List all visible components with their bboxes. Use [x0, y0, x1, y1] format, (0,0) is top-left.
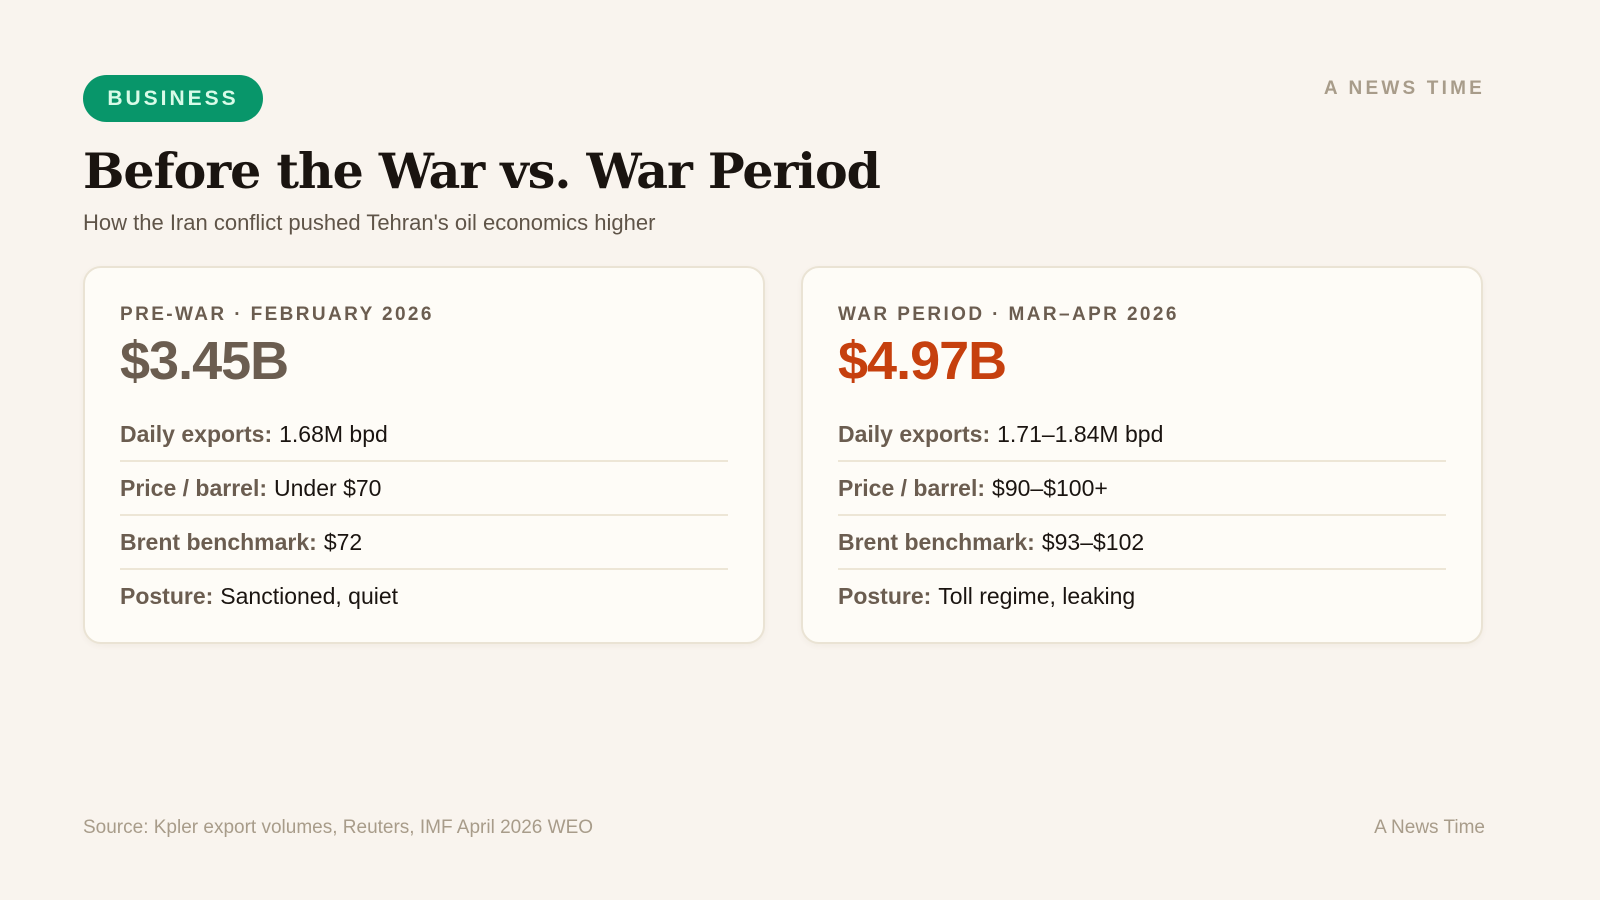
stat-value: Toll regime, leaking — [938, 582, 1136, 609]
stat-key: Brent benchmark: — [838, 528, 1035, 555]
source-note: Source: Kpler export volumes, Reuters, I… — [83, 817, 594, 838]
stat-value: $93–$102 — [1041, 528, 1145, 555]
stat-value: $72 — [323, 528, 363, 555]
stat-row-price-barrel: Price / barrel: $90–$100+ — [838, 462, 1446, 516]
stat-row-brent: Brent benchmark: $72 — [120, 516, 728, 570]
card-amount: $3.45B — [120, 331, 289, 391]
stat-key: Posture: — [120, 582, 214, 609]
page-title: Before the War vs. War Period — [83, 142, 881, 200]
stat-row-daily-exports: Daily exports: 1.68M bpd — [120, 408, 728, 462]
stat-row-posture: Posture: Sanctioned, quiet — [120, 570, 728, 622]
card-amount: $4.97B — [838, 331, 1007, 391]
pre-war-card: PRE-WAR · FEBRUARY 2026 $3.45B Daily exp… — [83, 266, 765, 644]
stat-row-brent: Brent benchmark: $93–$102 — [838, 516, 1446, 570]
stat-row-daily-exports: Daily exports: 1.71–1.84M bpd — [838, 408, 1446, 462]
card-stats: Daily exports: 1.68M bpd Price / barrel:… — [120, 408, 728, 622]
war-period-card: WAR PERIOD · MAR–APR 2026 $4.97B Daily e… — [801, 266, 1483, 644]
stat-key: Price / barrel: — [838, 474, 986, 501]
stat-value: 1.68M bpd — [279, 420, 388, 447]
brand-logo: A NEWS TIME — [1323, 78, 1485, 99]
stat-value: 1.71–1.84M bpd — [997, 420, 1164, 447]
stat-key: Price / barrel: — [120, 474, 268, 501]
stat-key: Daily exports: — [120, 420, 273, 447]
stat-row-posture: Posture: Toll regime, leaking — [838, 570, 1446, 622]
stat-value: $90–$100+ — [992, 474, 1108, 501]
category-tag: BUSINESS — [83, 75, 263, 122]
stat-key: Brent benchmark: — [120, 528, 317, 555]
stat-value: Under $70 — [274, 474, 382, 501]
stat-row-price-barrel: Price / barrel: Under $70 — [120, 462, 728, 516]
stat-value: Sanctioned, quiet — [220, 582, 399, 609]
stat-key: Daily exports: — [838, 420, 991, 447]
card-label: WAR PERIOD · MAR–APR 2026 — [838, 304, 1179, 325]
stat-key: Posture: — [838, 582, 932, 609]
footer-brand: A News Time — [1374, 817, 1485, 838]
card-stats: Daily exports: 1.71–1.84M bpd Price / ba… — [838, 408, 1446, 622]
page-subtitle: How the Iran conflict pushed Tehran's oi… — [83, 210, 656, 235]
card-label: PRE-WAR · FEBRUARY 2026 — [120, 304, 434, 325]
